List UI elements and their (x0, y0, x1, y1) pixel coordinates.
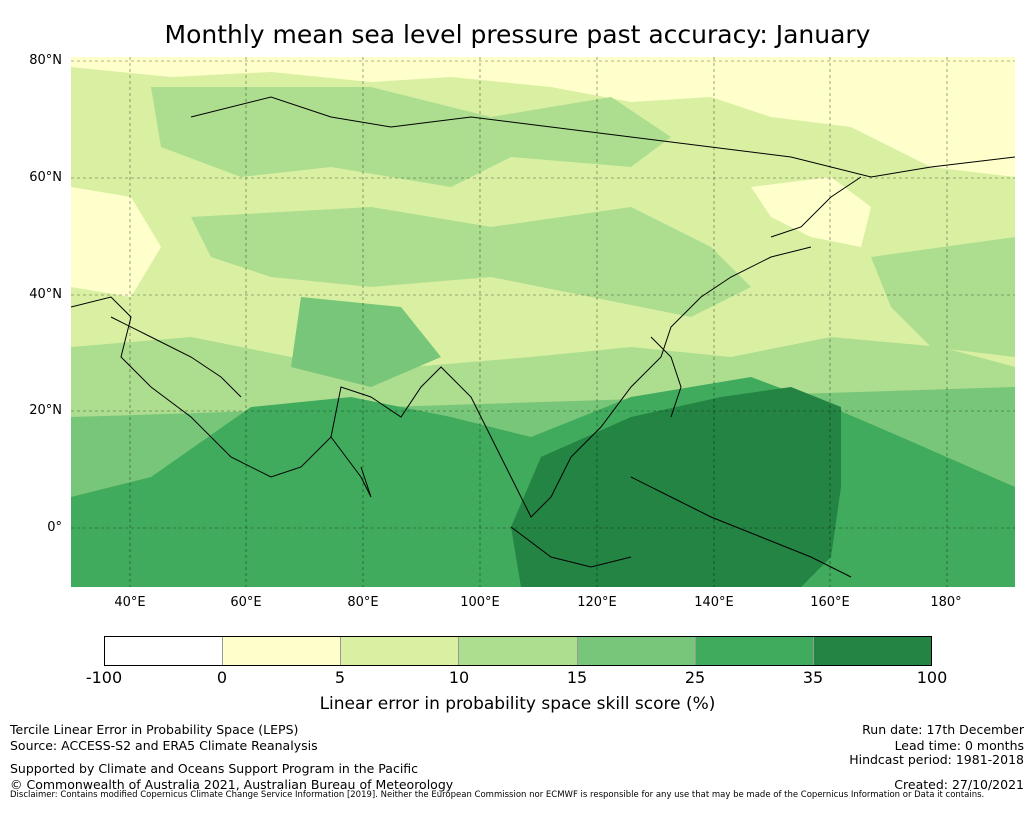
colorbar-segment (695, 637, 814, 665)
colorbar-segment (105, 637, 224, 665)
lon-label-60e: 60°E (230, 595, 262, 610)
info-source: Source: ACCESS-S2 and ERA5 Climate Reana… (10, 738, 318, 753)
created-date: Created: 27/10/2021 (894, 777, 1024, 792)
skill-region-pale-east (751, 177, 871, 247)
lon-label-140e: 140°E (694, 595, 734, 610)
colorbar-tick: 0 (216, 668, 228, 687)
skill-region-pale-west (71, 187, 161, 297)
colorbar (104, 636, 932, 666)
lead-time: Lead time: 0 months (894, 738, 1024, 753)
lat-label-80n: 80°N (29, 53, 62, 68)
skill-region-darkest (511, 387, 841, 587)
hindcast-period: Hindcast period: 1981-2018 (849, 752, 1024, 767)
skill-map (71, 57, 1015, 587)
chart-title: Monthly mean sea level pressure past acc… (164, 20, 871, 49)
colorbar-tick: 10 (448, 668, 470, 687)
lon-label-80e: 80°E (347, 595, 379, 610)
lat-label-0: 0° (47, 520, 62, 535)
lon-label-120e: 120°E (577, 595, 617, 610)
colorbar-tick: 100 (916, 668, 948, 687)
colorbar-tick: -100 (85, 668, 123, 687)
skill-region-pale-north (71, 57, 1015, 177)
lon-label-160e: 160°E (810, 595, 850, 610)
colorbar-tick: 5 (334, 668, 346, 687)
lon-label-40e: 40°E (114, 595, 146, 610)
lon-label-100e: 100°E (460, 595, 500, 610)
info-support: Supported by Climate and Oceans Support … (10, 761, 419, 776)
colorbar-tick: 35 (802, 668, 824, 687)
lon-label-180: 180° (930, 595, 962, 610)
skill-region-medium-2 (291, 297, 441, 387)
info-copyright: © Commonwealth of Australia 2021, Austra… (10, 777, 454, 792)
info-method: Tercile Linear Error in Probability Spac… (10, 722, 299, 737)
skill-region-light-3 (871, 237, 1015, 357)
colorbar-segment (341, 637, 460, 665)
lat-label-40n: 40°N (29, 287, 62, 302)
colorbar-tick: 25 (684, 668, 706, 687)
lat-label-20n: 20°N (29, 403, 62, 418)
colorbar-segment (223, 637, 342, 665)
colorbar-segment (459, 637, 578, 665)
colorbar-label: Linear error in probability space skill … (319, 694, 716, 714)
coastlines (71, 96, 1015, 578)
skill-region-light-2 (191, 207, 751, 317)
lat-label-60n: 60°N (29, 170, 62, 185)
skill-region-light-1 (151, 87, 671, 187)
colorbar-segment (577, 637, 696, 665)
colorbar-segment (813, 637, 931, 665)
disclaimer: Disclaimer: Contains modified Copernicus… (10, 790, 985, 800)
colorbar-tick: 15 (566, 668, 588, 687)
gridlines (71, 57, 1015, 587)
run-date: Run date: 17th December (862, 722, 1024, 737)
